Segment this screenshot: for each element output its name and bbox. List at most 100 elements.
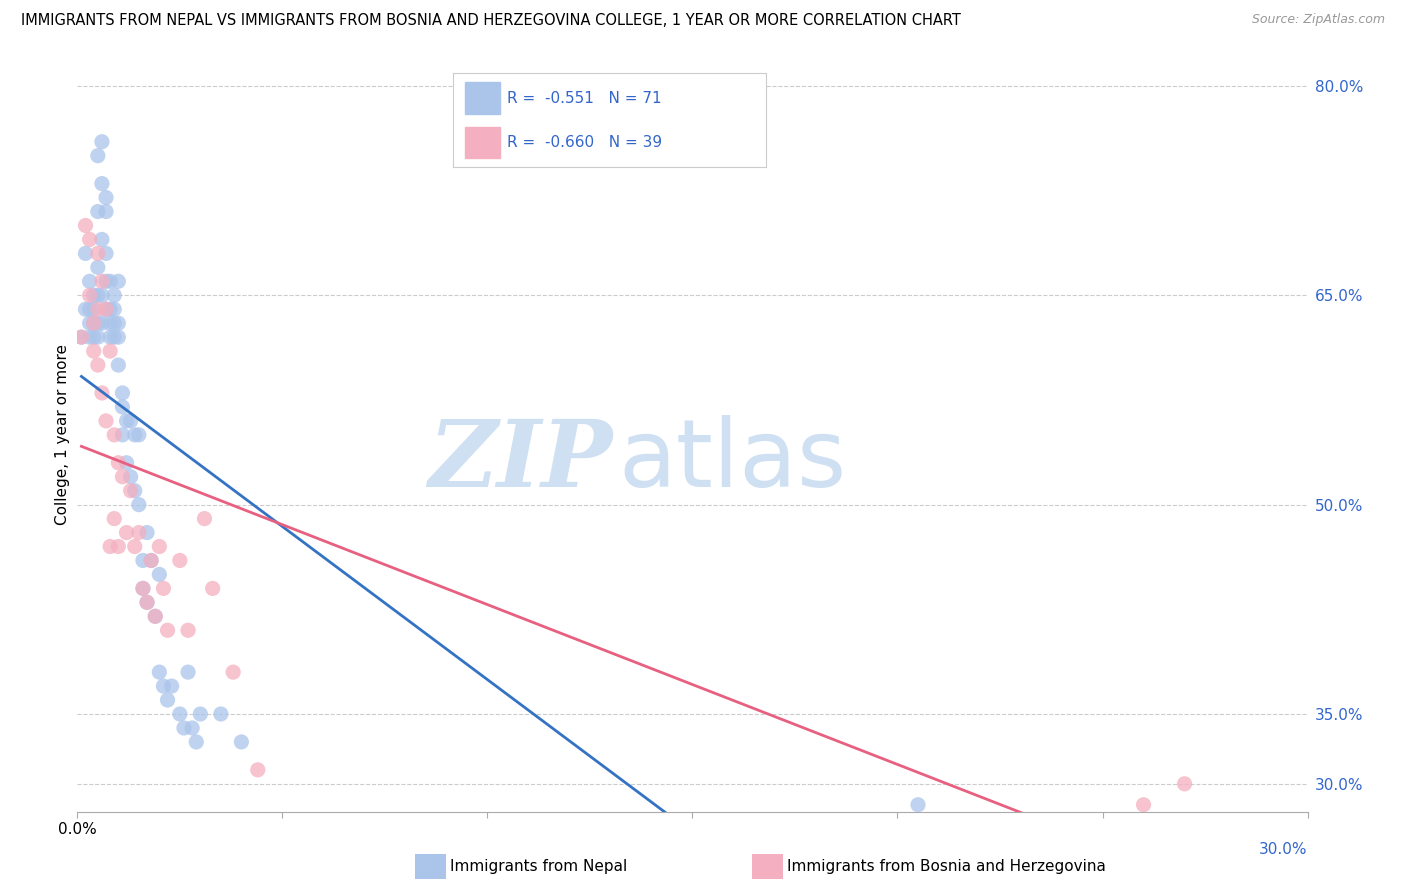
Point: [128, 498, 150, 512]
Point: [83, 316, 105, 330]
Point: [136, 525, 159, 540]
Point: [115, 456, 138, 470]
Point: [90, 316, 114, 330]
Point: [907, 797, 929, 812]
Point: [152, 582, 174, 596]
Point: [188, 706, 212, 721]
Point: [124, 427, 146, 442]
Point: [141, 553, 163, 567]
Point: [87, 330, 110, 344]
Point: [107, 274, 129, 288]
Point: [148, 665, 170, 680]
Point: [90, 135, 114, 149]
Point: [231, 735, 253, 749]
Point: [111, 469, 134, 483]
Point: [103, 427, 125, 442]
Point: [111, 386, 134, 401]
Text: atlas: atlas: [619, 416, 846, 508]
Text: Immigrants from Bosnia and Herzegovina: Immigrants from Bosnia and Herzegovina: [787, 859, 1107, 873]
Point: [148, 567, 170, 582]
Point: [128, 427, 150, 442]
Point: [98, 302, 121, 317]
Point: [83, 288, 105, 302]
Point: [79, 288, 101, 302]
Point: [222, 665, 245, 680]
Point: [181, 721, 204, 735]
Point: [87, 149, 110, 163]
Point: [107, 330, 129, 344]
Point: [83, 330, 105, 344]
Point: [98, 330, 121, 344]
Point: [70, 330, 93, 344]
Text: Source: ZipAtlas.com: Source: ZipAtlas.com: [1251, 13, 1385, 27]
Point: [115, 525, 138, 540]
Point: [143, 609, 166, 624]
Point: [87, 288, 110, 302]
Point: [87, 302, 110, 317]
Point: [75, 302, 97, 317]
Point: [83, 302, 105, 317]
Point: [103, 288, 125, 302]
Point: [156, 624, 179, 638]
Point: [173, 721, 195, 735]
Point: [120, 483, 142, 498]
Point: [90, 288, 114, 302]
Point: [132, 553, 155, 567]
Point: [143, 609, 166, 624]
Point: [94, 414, 117, 428]
Point: [107, 540, 129, 554]
Point: [141, 553, 163, 567]
Point: [132, 582, 155, 596]
Point: [83, 316, 105, 330]
Point: [75, 219, 97, 233]
Point: [79, 302, 101, 317]
Point: [87, 260, 110, 275]
Point: [193, 511, 215, 525]
Point: [103, 330, 125, 344]
Point: [186, 735, 208, 749]
Point: [79, 330, 101, 344]
Text: ZIP: ZIP: [429, 417, 613, 507]
Point: [87, 246, 110, 260]
Point: [90, 177, 114, 191]
Point: [90, 386, 114, 401]
Point: [111, 400, 134, 414]
Point: [90, 232, 114, 246]
Point: [79, 232, 101, 246]
Point: [111, 427, 134, 442]
Point: [169, 553, 191, 567]
Point: [79, 274, 101, 288]
Point: [160, 679, 183, 693]
Point: [1174, 777, 1197, 791]
Point: [124, 483, 146, 498]
Point: [94, 190, 117, 204]
Point: [94, 302, 117, 317]
Point: [152, 679, 174, 693]
Point: [87, 204, 110, 219]
Point: [70, 330, 93, 344]
Point: [107, 316, 129, 330]
Point: [115, 414, 138, 428]
Point: [107, 358, 129, 372]
Point: [136, 595, 159, 609]
Point: [103, 302, 125, 317]
Point: [98, 344, 121, 359]
Point: [107, 456, 129, 470]
Point: [128, 525, 150, 540]
Point: [177, 665, 200, 680]
Point: [90, 274, 114, 288]
Text: 30.0%: 30.0%: [1260, 842, 1308, 857]
Point: [148, 540, 170, 554]
Point: [75, 246, 97, 260]
Point: [94, 246, 117, 260]
Point: [1132, 797, 1154, 812]
Point: [132, 582, 155, 596]
Point: [120, 414, 142, 428]
Point: [94, 274, 117, 288]
Y-axis label: College, 1 year or more: College, 1 year or more: [55, 344, 70, 525]
Text: Immigrants from Nepal: Immigrants from Nepal: [450, 859, 627, 873]
Point: [87, 316, 110, 330]
Point: [156, 693, 179, 707]
Point: [98, 274, 121, 288]
Point: [246, 763, 269, 777]
